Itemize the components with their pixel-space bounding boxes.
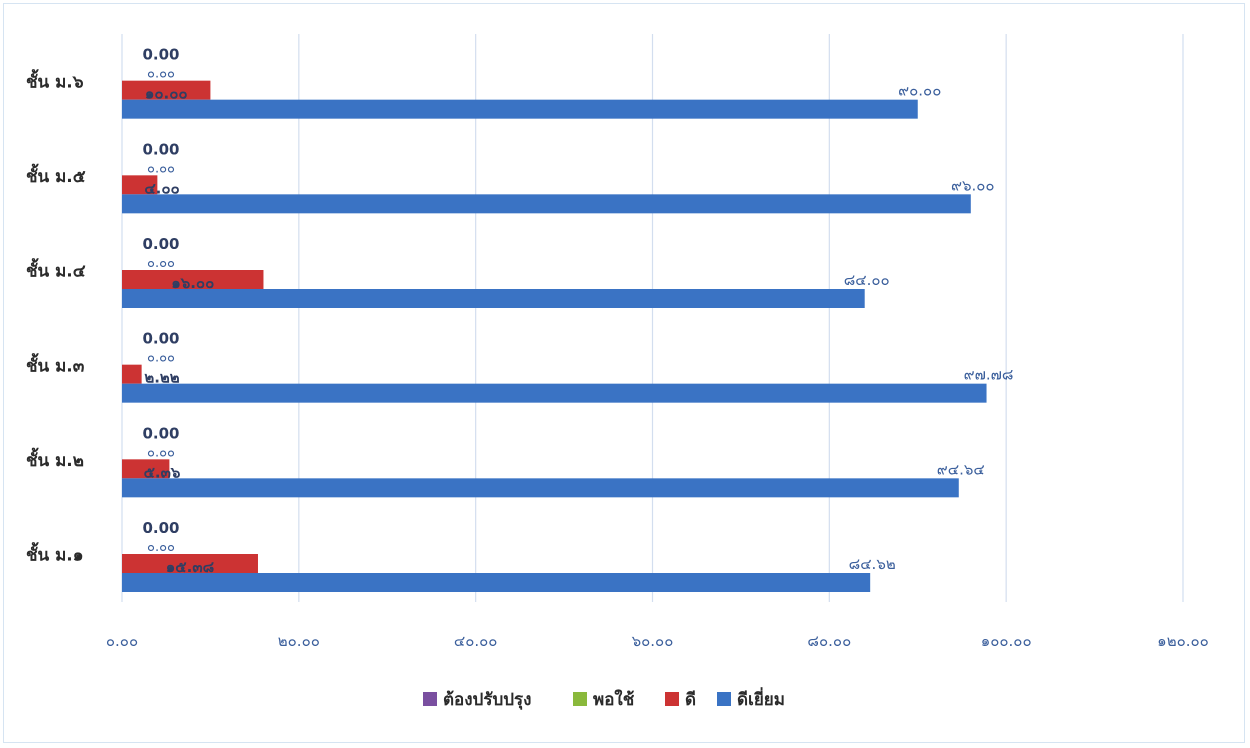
bar-3	[122, 554, 258, 573]
x-tick-label: ๘๐.๐๐	[807, 632, 851, 650]
legend-swatch	[717, 692, 731, 706]
data-label: ๘๔.๖๒	[849, 555, 896, 573]
data-label: ๑๐.๐๐	[145, 85, 188, 103]
data-label: ๐.๐๐	[147, 256, 175, 271]
legend-label: พอใช้	[593, 689, 635, 710]
legend-swatch	[665, 692, 679, 706]
x-tick-label: ๑๒๐.๐๐	[1157, 632, 1209, 650]
bar-4	[122, 194, 971, 214]
data-label: ๘๔.๐๐	[844, 271, 890, 289]
data-label: ๙๔.๖๔	[937, 460, 985, 478]
bar-3	[122, 364, 142, 384]
data-label: ๙๗.๗๘	[964, 366, 1014, 384]
bar-3	[122, 459, 170, 479]
data-label: 0.00	[142, 235, 179, 253]
data-label: 0.00	[142, 46, 179, 64]
chart-frame: ๐.๐๐ ๒๐.๐๐ ๔๐.๐๐ ๖๐.๐๐ ๘๐.๐๐ ๑๐๐.๐๐ ๑๒๐.๐๐ ชั้น…	[3, 3, 1245, 743]
bar-3	[122, 270, 264, 289]
x-tick-label: ๐.๐๐	[106, 632, 138, 650]
data-label: ๐.๐๐	[147, 161, 175, 176]
data-label: ๐.๐๐	[147, 445, 175, 460]
bar-4	[122, 99, 918, 119]
bar-4	[122, 383, 987, 403]
data-label: ๔.๐๐	[144, 179, 179, 197]
chart-svg: ๐.๐๐ ๒๐.๐๐ ๔๐.๐๐ ๖๐.๐๐ ๘๐.๐๐ ๑๐๐.๐๐ ๑๒๐.๐๐ชั้น…	[26, 34, 1209, 710]
x-tick-label: ๔๐.๐๐	[454, 632, 498, 650]
category-label: ชั้น ม.๒	[26, 447, 84, 471]
x-tick-label: ๑๐๐.๐๐	[981, 632, 1032, 650]
data-label: 0.00	[142, 140, 179, 158]
data-label: ๐.๐๐	[147, 351, 175, 366]
bar-3	[122, 175, 158, 195]
legend-swatch	[423, 692, 437, 706]
data-label: ๕.๓๖	[144, 463, 181, 481]
legend-label: ดี	[685, 689, 696, 710]
data-label: 0.00	[142, 330, 179, 348]
bar-4	[122, 289, 865, 308]
bar-3	[122, 80, 211, 100]
data-label: ๙๐.๐๐	[898, 82, 941, 100]
category-label: ชั้น ม.๕	[26, 163, 86, 187]
data-label: ๙๖.๐๐	[951, 176, 995, 194]
category-label: ชั้น ม.๔	[26, 258, 86, 282]
category-label: ชั้น ม.๓	[26, 352, 85, 376]
data-label: 0.00	[142, 424, 179, 442]
bar-4	[122, 478, 959, 498]
x-tick-label: ๖๐.๐๐	[632, 632, 674, 650]
data-label: ๑๖.๐๐	[171, 274, 214, 292]
data-label: ๐.๐๐	[147, 67, 175, 82]
x-tick-label: ๒๐.๐๐	[278, 632, 320, 650]
legend-label: ต้องปรับปรุง	[443, 690, 532, 710]
bar-4	[122, 573, 871, 592]
data-label: ๑๕.๓๘	[166, 558, 215, 576]
category-label: ชั้น ม.๖	[26, 68, 84, 92]
data-label: ๐.๐๐	[147, 540, 175, 555]
legend-label: ดีเยี่ยม	[737, 687, 785, 710]
category-label: ชั้น ม.๑	[26, 542, 84, 566]
data-label: ๒.๒๒	[144, 369, 179, 387]
data-label: 0.00	[142, 519, 179, 537]
legend-swatch	[573, 692, 587, 706]
